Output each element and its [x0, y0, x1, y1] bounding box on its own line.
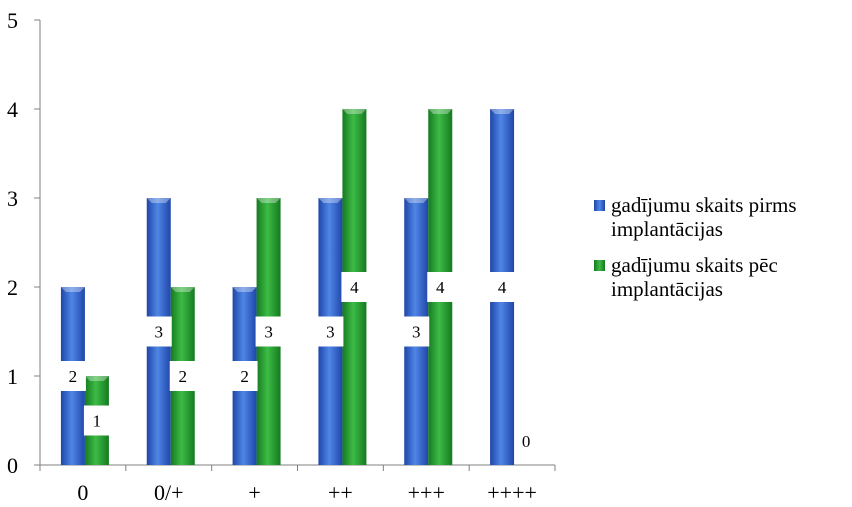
x-tick-label: 0	[77, 480, 88, 505]
data-label-box	[489, 272, 516, 302]
y-tick-label: 4	[7, 97, 18, 122]
bar-cap-after	[256, 198, 281, 203]
data-label-box	[341, 272, 368, 302]
data-label: 0	[522, 432, 531, 451]
y-tick-label: 2	[7, 275, 18, 300]
bar-cap-before	[232, 287, 257, 292]
data-label-box	[403, 316, 430, 347]
data-label-box	[83, 405, 110, 436]
bar-cap-before	[146, 198, 171, 203]
bar-cap-after	[84, 376, 109, 381]
legend-label-after: gadījumu skaits pēc implantācijas	[611, 253, 778, 301]
data-label-box	[317, 316, 344, 347]
legend-swatch-after	[594, 260, 605, 271]
legend-label-before: gadījumu skaits pirms implantācijas	[611, 193, 797, 241]
y-tick-label: 1	[7, 364, 18, 389]
data-label: 2	[240, 367, 249, 386]
data-label-box	[231, 361, 258, 391]
data-label: 3	[412, 323, 421, 342]
bar-cap-before	[318, 198, 343, 203]
x-tick-label: 0/+	[154, 480, 184, 505]
bar-cap-after	[428, 109, 453, 114]
bar-cap-after	[170, 287, 195, 292]
y-tick-label: 3	[7, 186, 18, 211]
legend: gadījumu skaits pirms implantācijas gadī…	[594, 193, 852, 313]
y-tick-label: 5	[7, 8, 18, 33]
legend-swatch-before	[594, 200, 605, 211]
legend-item-after: gadījumu skaits pēc implantācijas	[594, 253, 852, 301]
y-tick-label: 0	[7, 453, 18, 478]
data-label: 2	[69, 367, 78, 386]
bar-cap-after	[342, 109, 367, 114]
x-tick-label: +++	[408, 480, 445, 505]
bar-cap-before	[60, 287, 85, 292]
data-label: 4	[498, 278, 507, 297]
data-label: 1	[93, 412, 102, 431]
axes	[39, 20, 555, 466]
data-label-box	[427, 272, 454, 302]
data-label: 3	[155, 323, 164, 342]
data-label: 3	[264, 323, 273, 342]
x-tick-label: ++++	[487, 480, 537, 505]
data-label-box	[169, 361, 196, 391]
x-tick-label: ++	[328, 480, 353, 505]
data-label: 3	[326, 323, 335, 342]
legend-item-before: gadījumu skaits pirms implantācijas	[594, 193, 852, 241]
data-label-box	[59, 361, 86, 391]
x-tick-label: +	[248, 480, 260, 505]
bar-cap-before	[490, 109, 515, 114]
data-label: 2	[179, 367, 188, 386]
bar-cap-before	[404, 198, 429, 203]
data-label: 4	[436, 278, 445, 297]
data-label-box	[145, 316, 172, 347]
data-label-box	[255, 316, 282, 347]
data-label: 4	[350, 278, 359, 297]
